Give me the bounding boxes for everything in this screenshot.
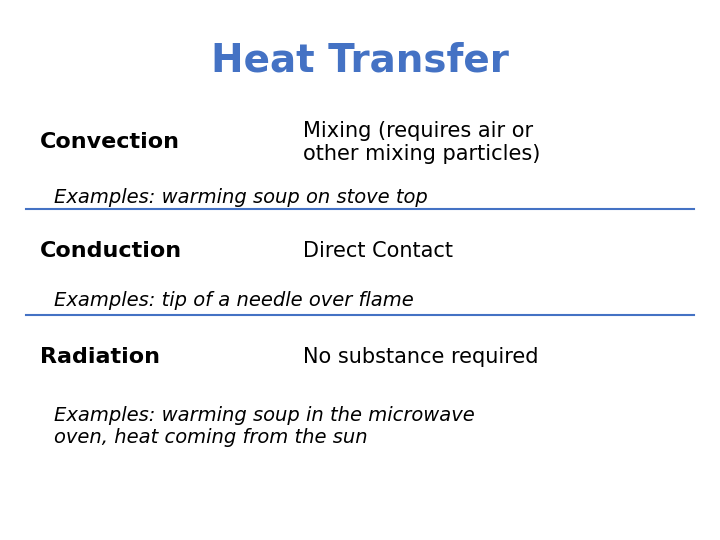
Text: Direct Contact: Direct Contact: [303, 241, 453, 261]
Text: No substance required: No substance required: [303, 347, 539, 367]
Text: Examples: tip of a needle over flame: Examples: tip of a needle over flame: [54, 291, 414, 310]
Text: Mixing (requires air or
other mixing particles): Mixing (requires air or other mixing par…: [303, 121, 541, 164]
Text: Convection: Convection: [40, 132, 180, 152]
Text: Examples: warming soup in the microwave
oven, heat coming from the sun: Examples: warming soup in the microwave …: [54, 406, 474, 447]
Text: Conduction: Conduction: [40, 241, 182, 261]
Text: Examples: warming soup on stove top: Examples: warming soup on stove top: [54, 187, 428, 207]
Text: Radiation: Radiation: [40, 347, 160, 367]
Text: Heat Transfer: Heat Transfer: [211, 42, 509, 79]
